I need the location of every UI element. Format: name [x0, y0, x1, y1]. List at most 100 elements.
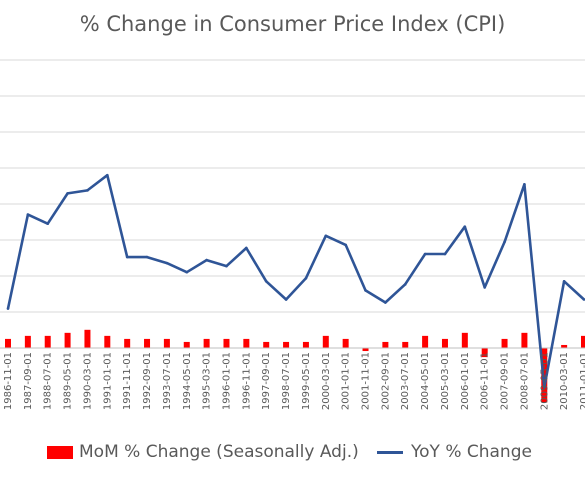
x-tick-label: 2004-05-01 — [420, 352, 431, 410]
mom-bar — [183, 341, 190, 348]
mom-bar — [322, 335, 329, 348]
x-tick-label: 2001-01-01 — [341, 352, 352, 410]
yoy-point — [423, 252, 427, 256]
mom-bar — [203, 338, 210, 348]
x-tick-label: 1992-09-01 — [142, 352, 153, 410]
mom-bar — [362, 348, 369, 352]
mom-bar — [144, 338, 151, 348]
mom-bar — [402, 341, 409, 348]
yoy-point — [205, 258, 208, 262]
legend-item-mom: MoM % Change (Seasonally Adj.) — [47, 442, 359, 462]
yoy-point — [145, 255, 149, 259]
yoy-point — [125, 255, 129, 259]
yoy-point — [463, 225, 467, 229]
x-tick-label: 1994-05-01 — [182, 352, 193, 410]
legend-swatch-line — [377, 450, 403, 454]
legend: MoM % Change (Seasonally Adj.) YoY % Cha… — [0, 442, 585, 468]
yoy-point — [106, 173, 109, 177]
yoy-point — [225, 264, 228, 268]
mom-bar — [422, 335, 429, 348]
x-tick-label: 1991-11-01 — [122, 352, 133, 410]
yoy-point — [304, 276, 308, 280]
mom-bar — [5, 338, 11, 348]
x-tick-label: 2001-11-01 — [361, 352, 372, 410]
yoy-point — [483, 286, 486, 289]
x-tick-label: 2002-09-01 — [380, 352, 391, 410]
x-tick-label: 2009-05-01 — [539, 352, 550, 410]
x-tick-label: 2007-09-01 — [500, 352, 511, 410]
legend-swatch-bar — [47, 445, 73, 459]
cpi-chart: 1986-11-01 1987-09-01 1988-07-01 1989-05-01… — [0, 59, 585, 410]
mom-bar — [223, 338, 230, 348]
x-tick-label: 1996-01-01 — [221, 352, 232, 410]
x-tick-label: 1996-11-01 — [241, 352, 252, 410]
mom-bar — [441, 338, 448, 348]
x-tick-label: 2011-01-01 — [579, 352, 585, 410]
yoy-line — [6, 173, 585, 389]
x-tick-label: 2005-03-01 — [440, 352, 451, 410]
yoy-series-line — [6, 173, 585, 389]
x-tick-label: 1999-05-01 — [301, 352, 312, 410]
x-tick-label: 1988-07-01 — [43, 352, 54, 410]
x-tick-label: 1997-09-01 — [261, 352, 272, 410]
x-tick-label: 1990-03-01 — [82, 352, 93, 410]
yoy-point — [86, 189, 89, 192]
yoy-point — [26, 213, 30, 216]
mom-bar — [302, 341, 309, 348]
mom-bar — [104, 335, 111, 348]
mom-bar — [84, 329, 91, 348]
yoy-point — [284, 298, 288, 301]
mom-bar — [521, 332, 528, 348]
yoy-point — [66, 192, 69, 195]
mom-bar — [461, 332, 468, 348]
x-tick-label: 1995-03-01 — [202, 352, 213, 410]
mom-bar — [342, 338, 349, 348]
yoy-point — [364, 289, 367, 292]
mom-bar — [283, 341, 290, 348]
gridlines — [0, 59, 585, 313]
x-tick-label: 2003-07-01 — [400, 352, 411, 410]
yoy-point — [523, 182, 526, 186]
x-tick-label: 1987-09-01 — [23, 352, 34, 410]
mom-bar — [501, 338, 508, 348]
x-tick-label: 1993-07-01 — [162, 352, 173, 410]
mom-bar — [382, 341, 389, 348]
mom-bar — [481, 348, 488, 358]
yoy-point — [344, 243, 347, 247]
legend-item-yoy: YoY % Change — [377, 442, 532, 462]
yoy-point — [443, 252, 447, 256]
x-tick-label: 2000-03-01 — [321, 352, 332, 410]
x-tick-labels: 1986-11-01 1987-09-01 1988-07-01 1989-05-01… — [3, 352, 585, 410]
x-tick-label: 1991-01-01 — [102, 352, 113, 410]
legend-label-yoy: YoY % Change — [411, 442, 532, 462]
mom-bar — [243, 338, 250, 348]
x-tick-label: 2010-03-01 — [559, 352, 570, 410]
yoy-point — [6, 307, 10, 310]
mom-bar — [581, 335, 585, 348]
x-tick-label: 1986-11-01 — [3, 352, 14, 410]
mom-bar — [24, 335, 31, 348]
x-tick-label: 1998-07-01 — [281, 352, 292, 410]
yoy-point — [384, 301, 387, 304]
yoy-point — [185, 270, 189, 274]
yoy-point — [403, 283, 407, 286]
mom-bar — [124, 338, 131, 348]
x-tick-label: 1989-05-01 — [63, 352, 74, 410]
yoy-point — [245, 246, 248, 250]
mom-bar — [561, 344, 568, 348]
yoy-point — [562, 280, 566, 283]
yoy-point — [46, 222, 50, 226]
mom-bar — [163, 338, 170, 348]
yoy-point — [582, 298, 585, 301]
yoy-point — [165, 261, 169, 265]
yoy-point — [324, 234, 328, 238]
chart-title: % Change in Consumer Price Index (CPI) — [79, 12, 506, 36]
mom-bar — [64, 332, 71, 348]
yoy-point — [542, 386, 546, 389]
x-tick-label: 2006-11-01 — [480, 352, 491, 410]
yoy-point — [264, 280, 268, 283]
x-tick-label: 2006-01-01 — [460, 352, 471, 410]
legend-label-mom: MoM % Change (Seasonally Adj.) — [79, 442, 359, 462]
x-tick-label: 2008-07-01 — [519, 352, 530, 410]
yoy-point — [503, 240, 506, 244]
